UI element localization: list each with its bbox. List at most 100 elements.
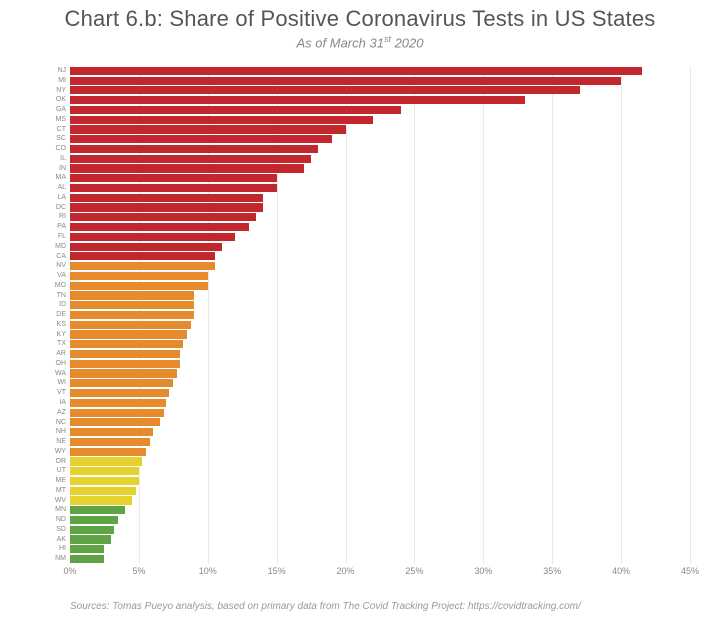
bar-row: OH — [70, 359, 690, 369]
plot: 0%5%10%15%20%25%30%35%40%45%NJMINYOKGAMS… — [70, 66, 690, 564]
bar-label: LA — [26, 193, 66, 203]
bar-row: ID — [70, 300, 690, 310]
bar-label: WI — [26, 378, 66, 388]
bar — [70, 282, 208, 290]
bar — [70, 116, 373, 124]
bar-label: UT — [26, 466, 66, 476]
bar-label: OR — [26, 457, 66, 467]
bar-label: NH — [26, 427, 66, 437]
bar-row: NC — [70, 418, 690, 428]
x-tick-label: 20% — [337, 566, 355, 576]
bar-row: ME — [70, 476, 690, 486]
x-tick-label: 30% — [474, 566, 492, 576]
bar — [70, 321, 191, 329]
bar-row: DE — [70, 310, 690, 320]
x-tick-label: 40% — [612, 566, 630, 576]
bar-label: OH — [26, 359, 66, 369]
bar-row: AK — [70, 535, 690, 545]
subtitle-prefix: As of March 31 — [297, 35, 384, 50]
bar-label: TN — [26, 291, 66, 301]
bar-label: WA — [26, 369, 66, 379]
bar — [70, 272, 208, 280]
bar — [70, 457, 142, 465]
bar — [70, 467, 139, 475]
bar — [70, 243, 222, 251]
bar-row: MT — [70, 486, 690, 496]
bar-row: TN — [70, 291, 690, 301]
bar — [70, 155, 311, 163]
bar — [70, 96, 525, 104]
bar-label: AR — [26, 349, 66, 359]
bar-label: AZ — [26, 408, 66, 418]
bar — [70, 526, 114, 534]
bar-label: AK — [26, 535, 66, 545]
bar — [70, 418, 160, 426]
bar-row: CO — [70, 144, 690, 154]
bar-label: NM — [26, 554, 66, 564]
bar — [70, 379, 173, 387]
bar — [70, 223, 249, 231]
bar — [70, 506, 125, 514]
bar — [70, 555, 104, 563]
bar-label: ND — [26, 515, 66, 525]
bar-row: MA — [70, 173, 690, 183]
bar — [70, 301, 194, 309]
chart-title: Chart 6.b: Share of Positive Coronavirus… — [0, 0, 720, 32]
bar — [70, 252, 215, 260]
bar — [70, 106, 401, 114]
bar — [70, 496, 132, 504]
bar-row: IL — [70, 154, 690, 164]
x-tick-label: 15% — [268, 566, 286, 576]
bar-label: VT — [26, 388, 66, 398]
bar — [70, 125, 346, 133]
bar-row: OK — [70, 95, 690, 105]
chart-container: Chart 6.b: Share of Positive Coronavirus… — [0, 0, 720, 622]
bar — [70, 203, 263, 211]
bar-label: NV — [26, 261, 66, 271]
bar-label: HI — [26, 544, 66, 554]
x-tick-label: 45% — [681, 566, 699, 576]
bar — [70, 262, 215, 270]
subtitle-suffix: 2020 — [391, 35, 424, 50]
bar — [70, 350, 180, 358]
bar — [70, 535, 111, 543]
subtitle-sup: st — [384, 34, 391, 44]
bar-row: IA — [70, 398, 690, 408]
bar-label: IN — [26, 164, 66, 174]
bar-row: UT — [70, 466, 690, 476]
x-tick-label: 35% — [543, 566, 561, 576]
bar-row: AL — [70, 183, 690, 193]
bar-row: VT — [70, 388, 690, 398]
bar-label: OK — [26, 95, 66, 105]
bar-row: GA — [70, 105, 690, 115]
bar — [70, 330, 187, 338]
bar-row: NM — [70, 554, 690, 564]
bar — [70, 487, 136, 495]
bar-label: NC — [26, 418, 66, 428]
bar — [70, 477, 139, 485]
bar-label: AL — [26, 183, 66, 193]
bar-row: MD — [70, 242, 690, 252]
bar-label: MS — [26, 115, 66, 125]
bar — [70, 184, 277, 192]
bar-row: MN — [70, 505, 690, 515]
bar — [70, 340, 183, 348]
bar-label: FL — [26, 232, 66, 242]
bar — [70, 194, 263, 202]
bar-label: CT — [26, 125, 66, 135]
bar — [70, 409, 164, 417]
bar-label: CA — [26, 252, 66, 262]
bar-row: RI — [70, 212, 690, 222]
bar — [70, 369, 177, 377]
bar-label: NE — [26, 437, 66, 447]
bar-row: AR — [70, 349, 690, 359]
bar-row: MS — [70, 115, 690, 125]
bar — [70, 291, 194, 299]
bar — [70, 438, 150, 446]
bar-row: DC — [70, 203, 690, 213]
bar-label: WV — [26, 496, 66, 506]
bar-label: NY — [26, 86, 66, 96]
bar — [70, 145, 318, 153]
bar-label: DC — [26, 203, 66, 213]
bar — [70, 360, 180, 368]
